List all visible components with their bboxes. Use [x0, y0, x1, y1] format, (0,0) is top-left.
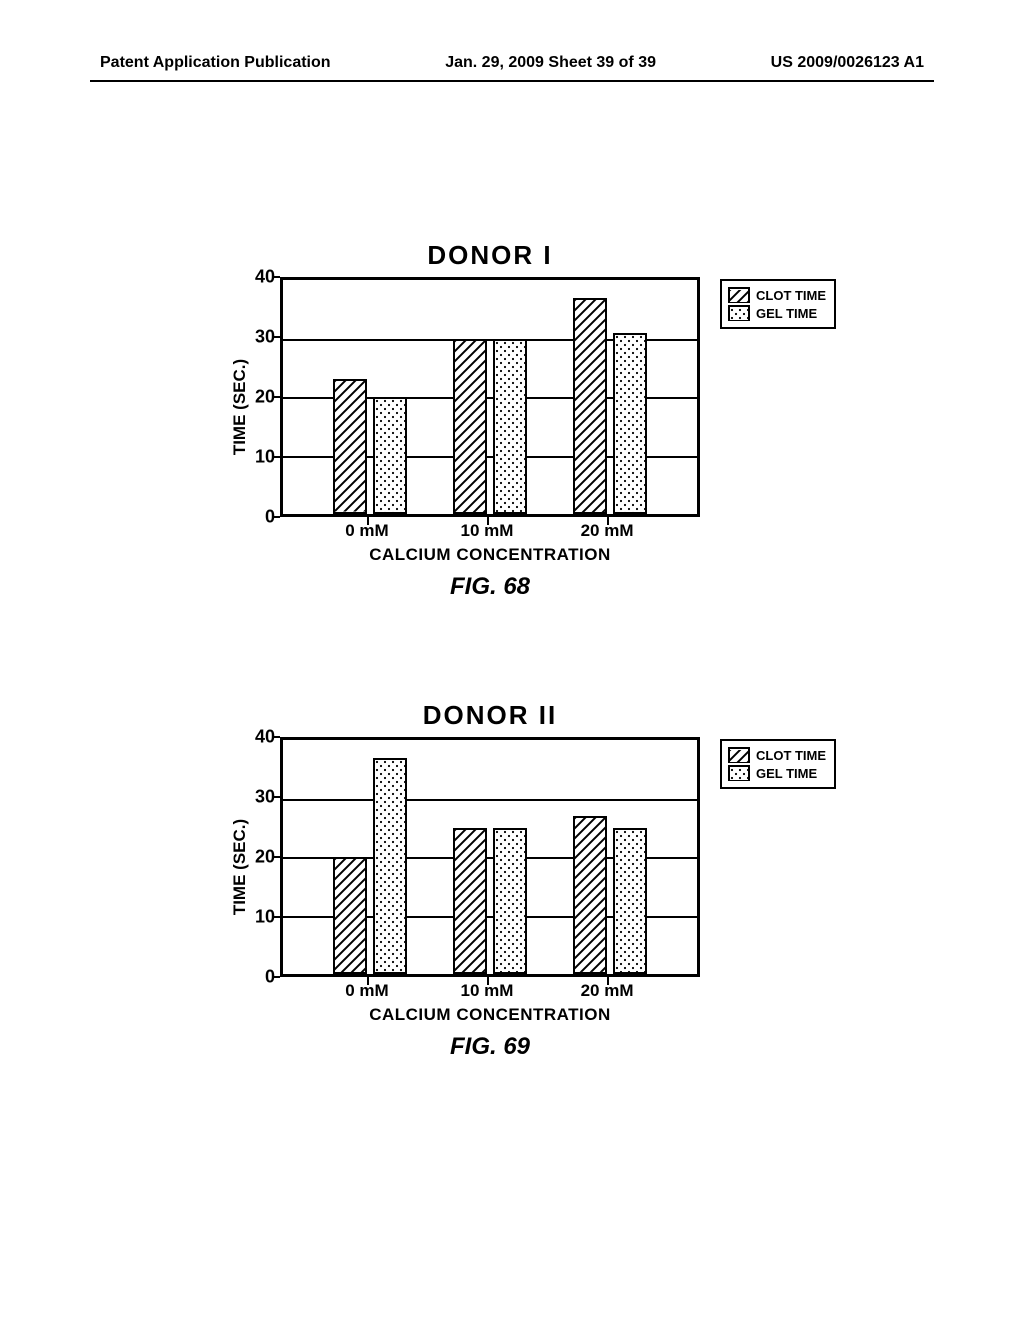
legend-row-gel: GEL TIME [728, 765, 826, 781]
bar-gel [493, 828, 527, 974]
bar-clot [333, 379, 367, 514]
y-tick-mark [274, 976, 280, 978]
y-tick-label: 20 [240, 387, 275, 408]
figure-69: DONOR II TIME (SEC.) 0 mM10 mM20 mM CALC… [200, 700, 900, 1017]
y-tick-label: 30 [240, 327, 275, 348]
y-tick-mark [274, 276, 280, 278]
y-tick-label: 40 [240, 727, 275, 748]
header-right: US 2009/0026123 A1 [771, 54, 924, 72]
header-center: Jan. 29, 2009 Sheet 39 of 39 [445, 54, 656, 72]
hatch-swatch-icon [728, 747, 750, 763]
bar-gel [493, 339, 527, 515]
figure-68: DONOR I TIME (SEC.) 0 mM10 mM20 mM CALCI… [200, 240, 900, 557]
legend-69: CLOT TIME GEL TIME [720, 739, 836, 789]
x-tick-mark [367, 517, 369, 525]
x-tick-mark [607, 517, 609, 525]
y-tick-label: 0 [240, 967, 275, 988]
plot-69 [280, 737, 700, 977]
bar-gel [373, 758, 407, 974]
y-tick-label: 10 [240, 447, 275, 468]
dot-swatch-icon [728, 305, 750, 321]
x-tick-row-69: 0 mM10 mM20 mM [280, 981, 700, 1005]
legend-row-gel: GEL TIME [728, 305, 826, 321]
y-tick-mark [274, 856, 280, 858]
chart-area-68: TIME (SEC.) 0 mM10 mM20 mM CALCIUM CONCE… [200, 277, 900, 557]
y-tick-label: 0 [240, 507, 275, 528]
x-axis-label: CALCIUM CONCENTRATION [280, 545, 700, 565]
header-rule [90, 80, 934, 82]
bar-clot [453, 828, 487, 974]
x-tick-mark [487, 517, 489, 525]
hatch-swatch-icon [728, 287, 750, 303]
chart-area-69: TIME (SEC.) 0 mM10 mM20 mM CALCIUM CONCE… [200, 737, 900, 1017]
bar-gel [613, 828, 647, 974]
bar-clot [453, 339, 487, 515]
x-axis-label: CALCIUM CONCENTRATION [280, 1005, 700, 1025]
figure-caption-69: FIG. 69 [280, 1033, 700, 1061]
y-tick-mark [274, 516, 280, 518]
figure-caption-68: FIG. 68 [280, 573, 700, 601]
bar-gel [373, 397, 407, 514]
y-tick-mark [274, 796, 280, 798]
chart-title-69: DONOR II [280, 700, 700, 731]
y-tick-mark [274, 456, 280, 458]
bar-clot [333, 857, 367, 974]
legend-row-clot: CLOT TIME [728, 747, 826, 763]
y-tick-label: 10 [240, 907, 275, 928]
bar-clot [573, 816, 607, 974]
legend-row-clot: CLOT TIME [728, 287, 826, 303]
header-left: Patent Application Publication [100, 54, 331, 72]
legend-68: CLOT TIME GEL TIME [720, 279, 836, 329]
bar-gel [613, 333, 647, 514]
legend-label-gel: GEL TIME [756, 766, 817, 781]
dot-swatch-icon [728, 765, 750, 781]
y-tick-mark [274, 396, 280, 398]
legend-label-clot: CLOT TIME [756, 748, 826, 763]
legend-label-clot: CLOT TIME [756, 288, 826, 303]
x-tick-mark [487, 977, 489, 985]
chart-title-68: DONOR I [280, 240, 700, 271]
y-tick-mark [274, 336, 280, 338]
y-tick-label: 40 [240, 267, 275, 288]
y-tick-mark [274, 736, 280, 738]
legend-label-gel: GEL TIME [756, 306, 817, 321]
plot-68 [280, 277, 700, 517]
x-tick-mark [367, 977, 369, 985]
page-header: Patent Application Publication Jan. 29, … [0, 54, 1024, 72]
bar-clot [573, 298, 607, 514]
y-tick-label: 30 [240, 787, 275, 808]
gridline [283, 799, 697, 801]
y-tick-mark [274, 916, 280, 918]
x-tick-row-68: 0 mM10 mM20 mM [280, 521, 700, 545]
x-tick-mark [607, 977, 609, 985]
y-tick-label: 20 [240, 847, 275, 868]
